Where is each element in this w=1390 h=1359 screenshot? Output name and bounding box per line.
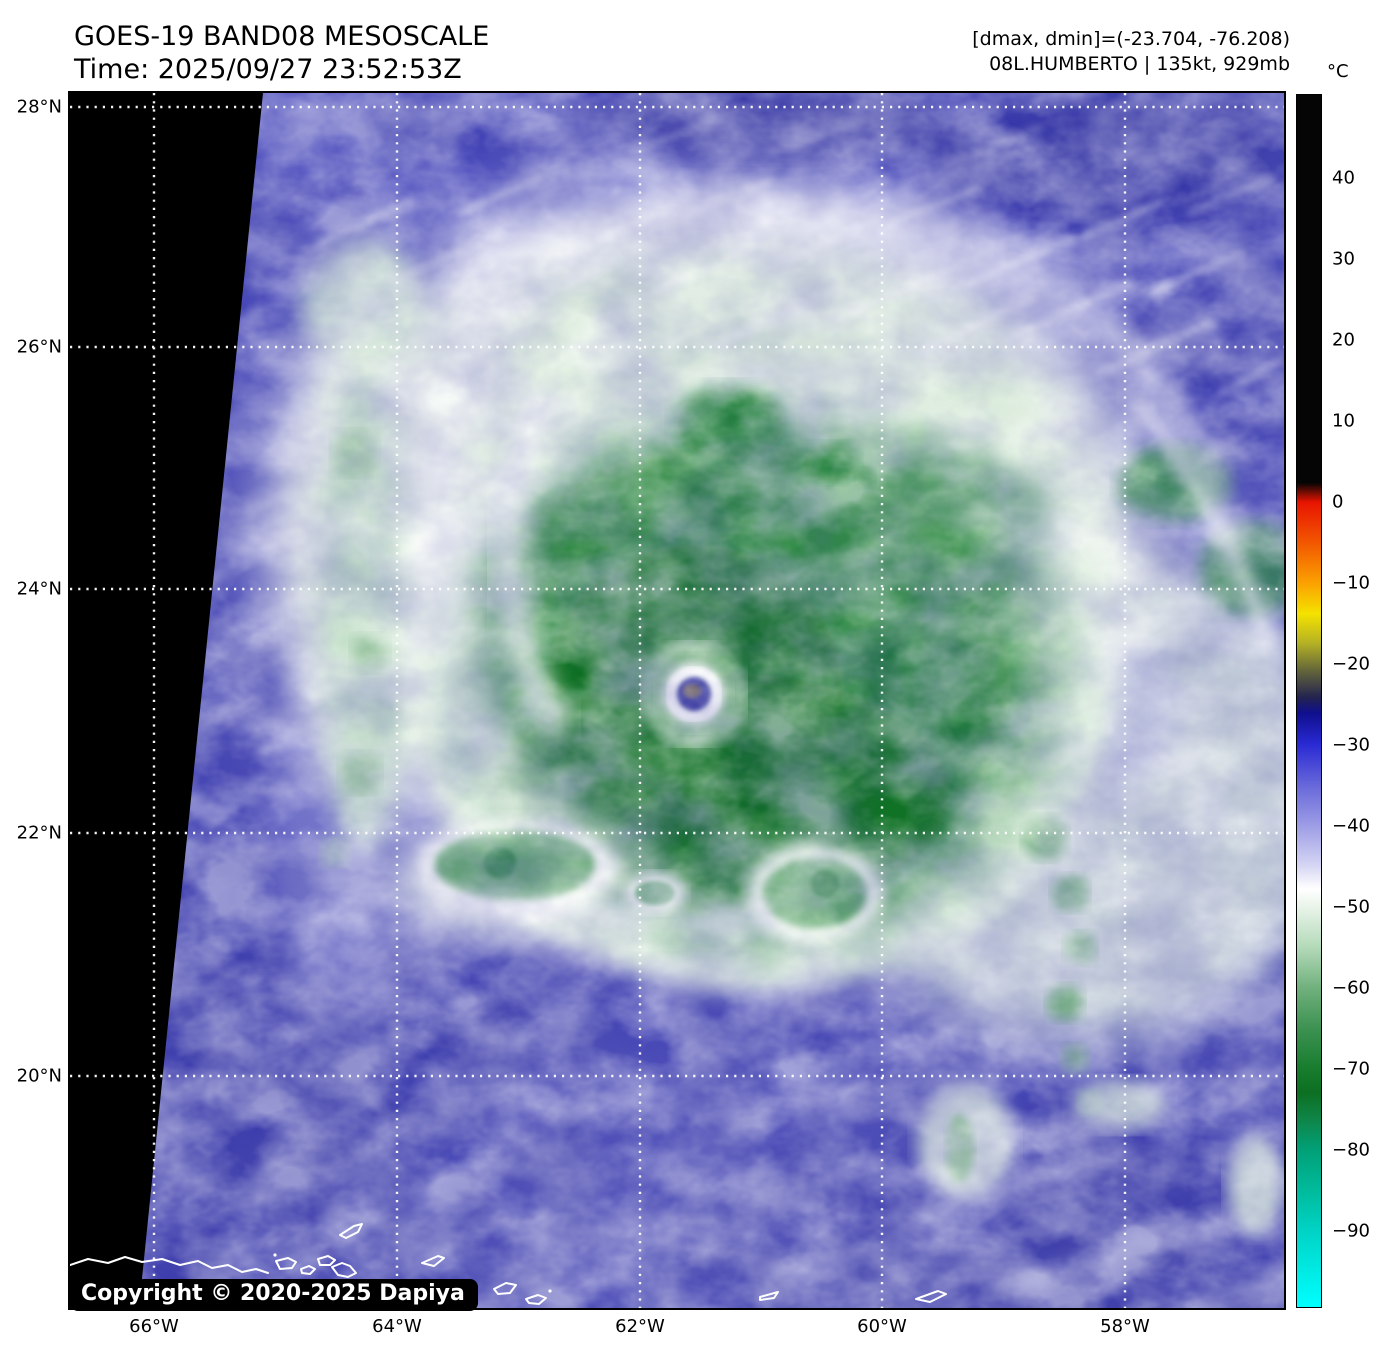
colorbar-tick-label: 30 bbox=[1332, 248, 1355, 270]
storm-info-readout: 08L.HUMBERTO | 135kt, 929mb bbox=[989, 53, 1290, 75]
colorbar-tick-label: −90 bbox=[1332, 1220, 1370, 1242]
colorbar-tick-label: 20 bbox=[1332, 329, 1355, 351]
colorbar-tick-label: −40 bbox=[1332, 815, 1370, 837]
colorbar-unit-label: °C bbox=[1327, 61, 1349, 82]
no-data-wedge bbox=[70, 93, 263, 1308]
dmax-dmin-readout: [dmax, dmin]=(-23.704, -76.208) bbox=[972, 28, 1290, 50]
timestamp-line: Time: 2025/09/27 23:52:53Z bbox=[74, 54, 462, 85]
satellite-map: Copyright © 2020-2025 Dapiya bbox=[68, 91, 1286, 1311]
lat-tick-label: 22°N bbox=[16, 822, 62, 844]
satellite-imagery bbox=[70, 93, 1284, 1308]
lon-tick-label: 62°W bbox=[615, 1316, 665, 1337]
lat-tick-label: 24°N bbox=[16, 578, 62, 600]
page-title: GOES-19 BAND08 MESOSCALE bbox=[74, 21, 490, 52]
lat-tick-label: 26°N bbox=[16, 336, 62, 358]
colorbar-gradient bbox=[1296, 94, 1322, 1308]
lat-tick-label: 20°N bbox=[16, 1065, 62, 1087]
colorbar-tick-label: −80 bbox=[1332, 1139, 1370, 1161]
lat-tick-label: 28°N bbox=[16, 96, 62, 118]
graticule bbox=[70, 93, 1284, 1308]
lon-tick-label: 58°W bbox=[1100, 1316, 1150, 1337]
colorbar-tick-label: −50 bbox=[1332, 896, 1370, 918]
lon-tick-label: 66°W bbox=[129, 1316, 179, 1337]
copyright-badge: Copyright © 2020-2025 Dapiya bbox=[70, 1279, 478, 1311]
lon-tick-label: 60°W bbox=[857, 1316, 907, 1337]
lon-tick-label: 64°W bbox=[372, 1316, 422, 1337]
colorbar-tick-label: 0 bbox=[1332, 491, 1344, 513]
cloud-texture-dark bbox=[70, 93, 1284, 1308]
colorbar-tick-label: −60 bbox=[1332, 977, 1370, 999]
colorbar-tick-label: −20 bbox=[1332, 653, 1370, 675]
colorbar-tick-label: −10 bbox=[1332, 572, 1370, 594]
colorbar-tick-label: 40 bbox=[1332, 167, 1355, 189]
colorbar-tick-label: −70 bbox=[1332, 1058, 1370, 1080]
colorbar-tick-label: −30 bbox=[1332, 734, 1370, 756]
colorbar-tick-label: 10 bbox=[1332, 410, 1355, 432]
metadata-block: [dmax, dmin]=(-23.704, -76.208) 08L.HUMB… bbox=[972, 27, 1290, 77]
